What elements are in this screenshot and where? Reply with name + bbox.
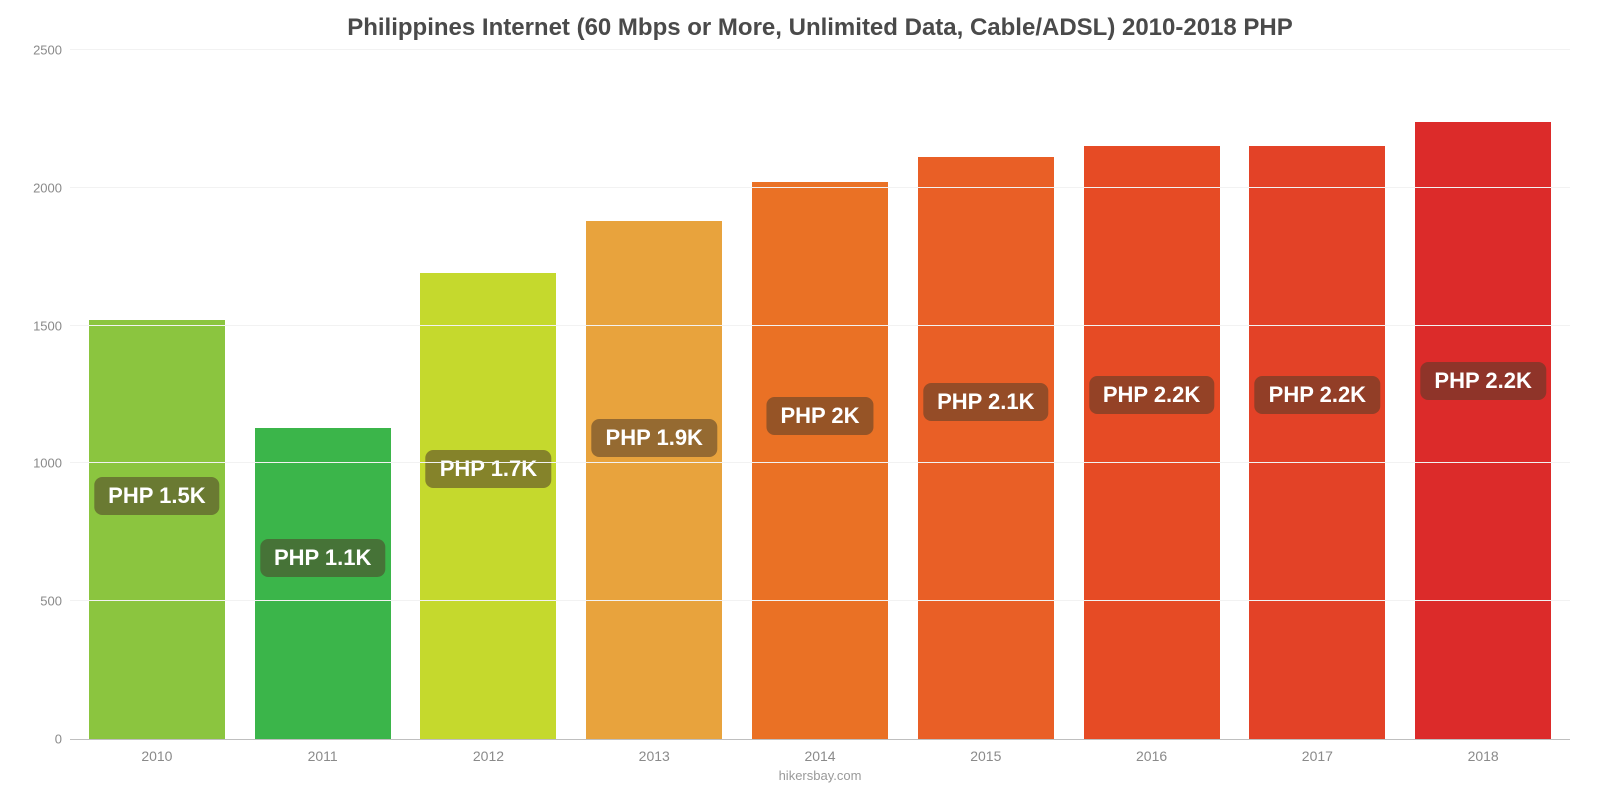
bar: PHP 1.9K xyxy=(586,221,722,739)
bar: PHP 1.1K xyxy=(255,428,391,739)
value-badge: PHP 1.7K xyxy=(426,450,551,488)
x-axis-labels: 201020112012201320142015201620172018 xyxy=(70,740,1570,764)
chart-container: Philippines Internet (60 Mbps or More, U… xyxy=(0,0,1600,800)
value-badge: PHP 1.9K xyxy=(592,419,717,457)
bar: PHP 2.2K xyxy=(1249,146,1385,739)
x-tick-label: 2018 xyxy=(1400,748,1566,764)
value-badge: PHP 1.1K xyxy=(260,539,385,577)
chart-title: Philippines Internet (60 Mbps or More, U… xyxy=(70,14,1570,42)
x-tick-label: 2014 xyxy=(737,748,903,764)
value-badge: PHP 1.5K xyxy=(94,477,219,515)
x-tick-label: 2010 xyxy=(74,748,240,764)
bars-container: PHP 1.5K PHP 1.1K PHP 1.7K PHP 1.9K PHP 2K PH… xyxy=(70,50,1570,739)
bar: PHP 2K xyxy=(752,182,888,739)
bar-slot: PHP 1.9K xyxy=(571,50,737,739)
bar-slot: PHP 1.1K xyxy=(240,50,406,739)
bar-slot: PHP 2K xyxy=(737,50,903,739)
x-tick-label: 2012 xyxy=(406,748,572,764)
bar: PHP 2.1K xyxy=(918,157,1054,739)
y-tick-label: 0 xyxy=(22,732,62,747)
source-label: hikersbay.com xyxy=(70,768,1570,783)
value-badge: PHP 2.2K xyxy=(1420,362,1545,400)
value-badge: PHP 2.1K xyxy=(923,383,1048,421)
y-tick-label: 1000 xyxy=(22,456,62,471)
bar-slot: PHP 2.1K xyxy=(903,50,1069,739)
bar: PHP 1.7K xyxy=(420,273,556,739)
y-tick-label: 2500 xyxy=(22,43,62,58)
bar: PHP 2.2K xyxy=(1084,146,1220,739)
value-badge: PHP 2.2K xyxy=(1255,376,1380,414)
bar-slot: PHP 2.2K xyxy=(1234,50,1400,739)
bar-slot: PHP 2.2K xyxy=(1069,50,1235,739)
x-tick-label: 2015 xyxy=(903,748,1069,764)
x-tick-label: 2013 xyxy=(571,748,737,764)
bar: PHP 1.5K xyxy=(89,320,225,739)
bar-slot: PHP 1.5K xyxy=(74,50,240,739)
bar-slot: PHP 1.7K xyxy=(406,50,572,739)
x-tick-label: 2016 xyxy=(1069,748,1235,764)
value-badge: PHP 2.2K xyxy=(1089,376,1214,414)
x-tick-label: 2017 xyxy=(1234,748,1400,764)
y-tick-label: 2000 xyxy=(22,180,62,195)
bar-slot: PHP 2.2K xyxy=(1400,50,1566,739)
bar: PHP 2.2K xyxy=(1415,122,1551,739)
y-tick-label: 1500 xyxy=(22,318,62,333)
plot-area: PHP 1.5K PHP 1.1K PHP 1.7K PHP 1.9K PHP 2K PH… xyxy=(70,50,1570,740)
value-badge: PHP 2K xyxy=(766,397,873,435)
y-tick-label: 500 xyxy=(22,594,62,609)
x-tick-label: 2011 xyxy=(240,748,406,764)
